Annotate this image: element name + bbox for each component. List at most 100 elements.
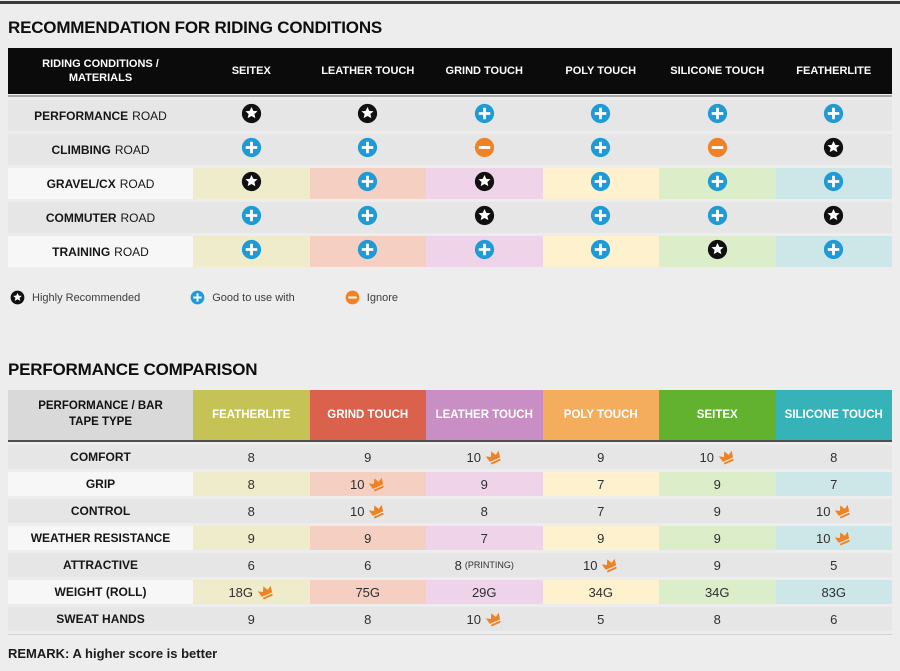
row-label-rest: ROAD [119, 176, 155, 191]
score-cell: 6 [775, 607, 892, 631]
plus-icon [590, 103, 611, 129]
table-row: GRIP 8 10 9 7 9 7 [8, 472, 892, 496]
header-separator [8, 95, 892, 97]
column-header-poly-touch: POLY TOUCH [565, 64, 637, 77]
score-value: 8 [364, 611, 372, 627]
plus-icon [823, 239, 844, 265]
score-cell: 10 [309, 499, 426, 523]
score-value: 6 [364, 557, 372, 573]
legend-item-good-to-use: Good to use with [190, 290, 295, 305]
recommendation-cell [659, 168, 776, 199]
minus-icon [345, 290, 360, 305]
recommendation-cell [193, 202, 310, 233]
plus-icon [590, 239, 611, 265]
performance-corner-header: PERFORMANCE / BAR TAPE TYPE [8, 390, 193, 440]
crown-icon [835, 504, 851, 519]
recommendation-cell [309, 236, 426, 267]
score-value: 75G [355, 584, 381, 600]
legend-item-ignore: Ignore [345, 290, 398, 305]
column-header-grind-touch: GRIND TOUCH [309, 390, 426, 440]
row-label: GRIP [8, 472, 193, 496]
score-value: 9 [597, 449, 605, 465]
score-value: 8 [247, 503, 255, 519]
score-cell: 8 [193, 445, 310, 469]
score-cell: 10 [426, 607, 543, 631]
column-header-featherlite: FEATHERLITE [193, 390, 310, 440]
column-header-leather-touch: LEATHER TOUCH [321, 64, 415, 77]
recommendation-cell [775, 100, 892, 131]
plus-icon [190, 290, 205, 305]
recommendation-cell [193, 134, 310, 165]
row-label-bold: CLIMBING [51, 142, 111, 157]
score-cell: 10 [659, 445, 776, 469]
conditions-corner-header: RIDING CONDITIONS / MATERIALS [42, 57, 159, 84]
recommendation-cell [775, 202, 892, 233]
score-cell: 7 [426, 526, 543, 550]
score-value: 9 [713, 530, 721, 546]
column-header-poly-touch: POLY TOUCH [542, 390, 659, 440]
recommendation-cell [426, 168, 543, 199]
score-cell: 75G [309, 580, 426, 604]
score-cell: 9 [309, 445, 426, 469]
recommendation-cell [542, 168, 659, 199]
row-label-bold: COMMUTER [45, 210, 117, 225]
plus-icon [707, 205, 728, 231]
plus-icon [241, 205, 262, 231]
riding-conditions-title: RECOMMENDATION FOR RIDING CONDITIONS [8, 18, 383, 37]
score-value: 9 [364, 449, 372, 465]
plus-icon [474, 103, 495, 129]
plus-icon [590, 171, 611, 197]
score-cell: 8 [193, 472, 310, 496]
row-label-rest: ROAD [114, 244, 149, 259]
crown-icon [835, 531, 851, 546]
star-icon [707, 239, 728, 265]
score-value: 7 [830, 476, 838, 492]
score-value: 9 [480, 476, 488, 492]
recommendation-cell [659, 202, 776, 233]
row-label-rest: ROAD [120, 210, 156, 225]
row-label: CONTROL [8, 499, 193, 523]
score-cell: 9 [426, 472, 543, 496]
table-row: COMFORT 8 9 10 9 10 8 [8, 445, 892, 469]
crown-icon [485, 450, 502, 465]
score-value: 5 [597, 611, 605, 627]
score-cell: 7 [775, 472, 892, 496]
column-header-silicone-touch: SILICONE TOUCH [775, 390, 892, 440]
score-cell: 9 [193, 526, 310, 550]
top-edge-line [0, 1, 900, 4]
row-label: WEATHER RESISTANCE [8, 526, 193, 550]
score-cell: 8 [775, 445, 892, 469]
score-cell: 10 [309, 472, 426, 496]
score-value: 10 [699, 449, 714, 465]
score-value: 9 [364, 530, 372, 546]
score-value: 8 [480, 503, 488, 519]
score-cell: 29G [426, 580, 543, 604]
table-bottom-line [8, 634, 892, 635]
score-value: 9 [247, 611, 255, 627]
score-cell: 10 [542, 553, 659, 577]
remark-text: REMARK: A higher score is better [8, 646, 218, 661]
table-row: TRAINING ROAD [8, 236, 892, 267]
recommendation-cell [775, 168, 892, 199]
table-row: PERFORMANCE ROAD [8, 100, 892, 131]
score-cell: 9 [659, 472, 776, 496]
score-cell: 7 [542, 499, 659, 523]
header-separator [8, 440, 892, 442]
recommendation-cell [309, 202, 426, 233]
score-value: 83G [821, 584, 847, 600]
recommendation-cell [426, 202, 543, 233]
row-label-bold: TRAINING [52, 244, 111, 259]
score-value: 10 [816, 530, 831, 546]
plus-icon [823, 103, 844, 129]
conditions-rows: PERFORMANCE ROAD CLIMBING ROAD GRAVEL/CX ROAD… [8, 100, 892, 267]
score-value: 8 [454, 557, 462, 573]
score-cell: 8 [426, 499, 543, 523]
recommendation-cell [542, 100, 659, 131]
row-label: CLIMBING ROAD [8, 134, 193, 165]
star-icon [357, 103, 378, 129]
table-row: WEIGHT (ROLL) 18G 75G 29G 34G 34G 83G [8, 580, 892, 604]
score-cell: 5 [542, 607, 659, 631]
recommendation-cell [309, 134, 426, 165]
row-label: COMMUTER ROAD [8, 202, 193, 233]
plus-icon [590, 137, 611, 163]
